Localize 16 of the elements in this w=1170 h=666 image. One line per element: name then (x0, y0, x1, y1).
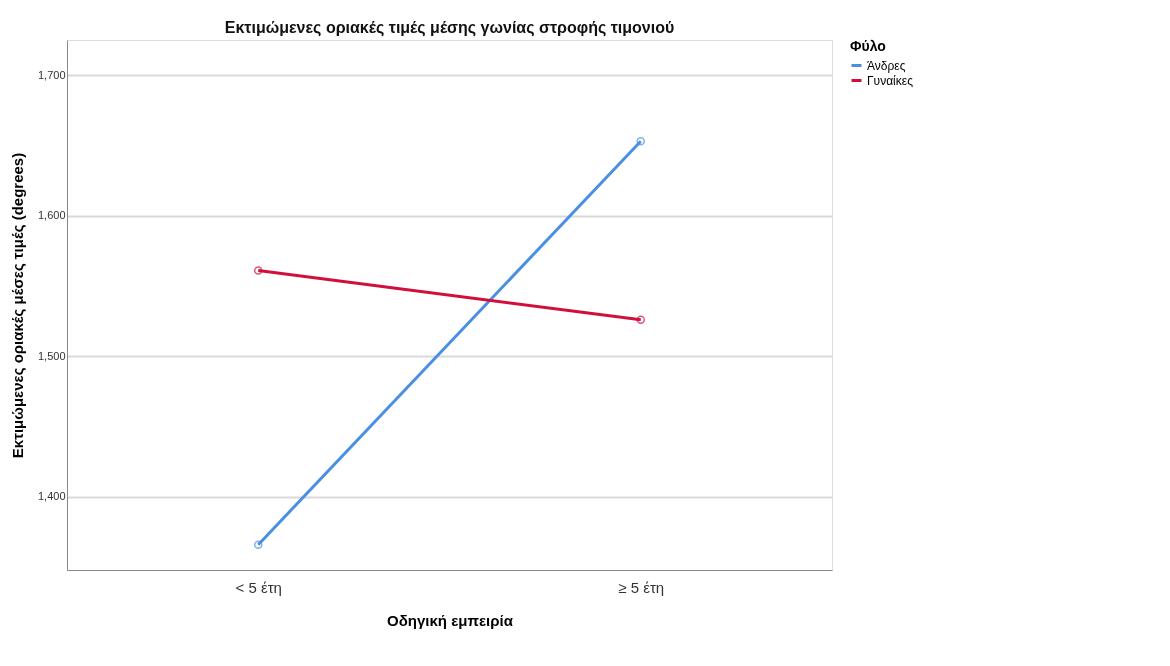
y-tick-label: 1,700 (37, 68, 66, 81)
y-axis-title: Εκτιμώμενες οριακές μέσες τιμές (degrees) (8, 152, 26, 459)
point (636, 315, 646, 325)
y-tick-label: 1,600 (37, 209, 66, 222)
legend-label: Γυναίκες (867, 73, 914, 88)
y-tick-label: 1,500 (37, 349, 66, 362)
point (253, 266, 263, 275)
point (253, 540, 263, 549)
x-axis-title: Οδηγική εμπειρία (387, 611, 514, 629)
legend-label: Άνδρες (867, 58, 906, 73)
chart-title: Εκτιμώμενες οριακές τιμές μέσης γωνίας στροφής τιμονιού (224, 19, 675, 37)
legend-title: Φύλο (850, 38, 886, 54)
x-tick-label: < 5 έτη (235, 578, 282, 596)
x-tick-label: ≥ 5 έτη (618, 578, 665, 596)
point (636, 136, 646, 146)
y-tick-label: 1,400 (37, 490, 66, 503)
